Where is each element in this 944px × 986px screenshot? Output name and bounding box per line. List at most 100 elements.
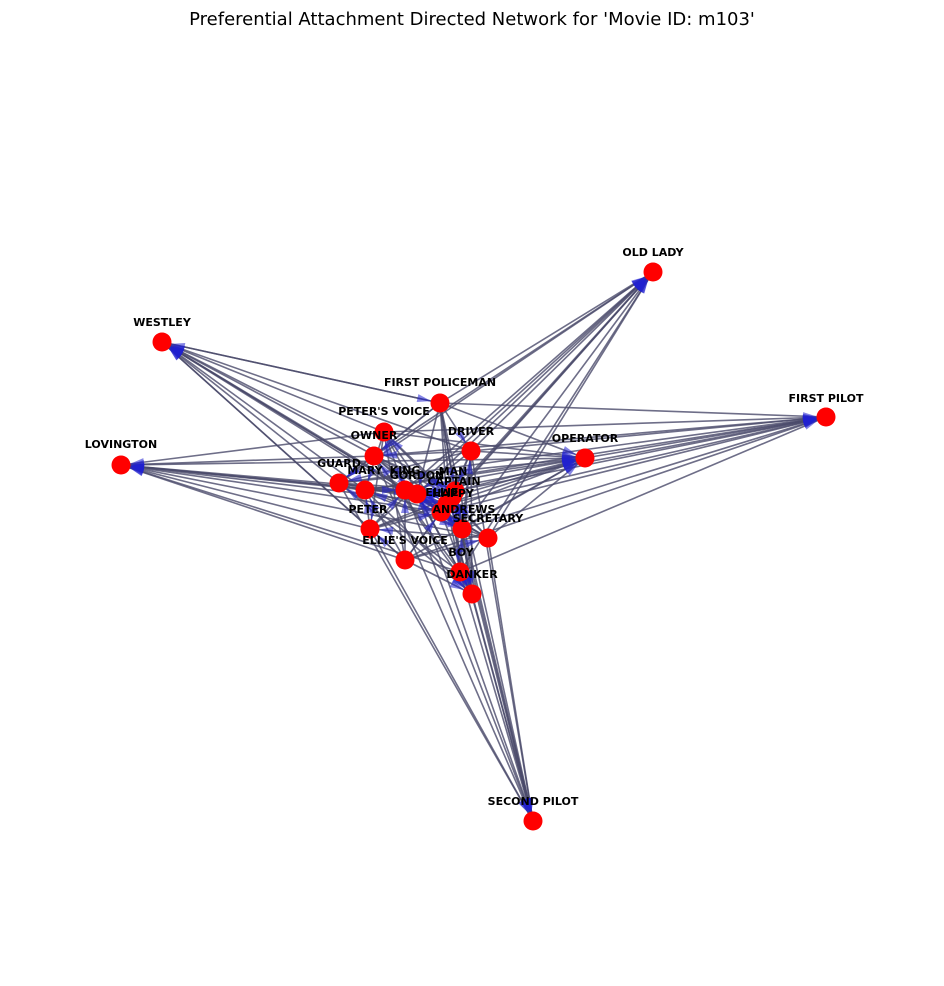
arrowhead-king <box>401 499 409 513</box>
node-secretary <box>478 528 498 548</box>
arrowhead-ellie <box>441 480 450 496</box>
node-ellie-s-voice <box>395 550 415 570</box>
arrowhead-king <box>382 486 396 494</box>
edge-mary-to-lovington <box>120 464 366 491</box>
arrowhead-westley <box>170 343 186 351</box>
edge-secretary-to-second-pilot <box>487 537 534 822</box>
node-label-guard: GUARD <box>317 457 361 470</box>
node-label-man: MAN <box>439 465 468 478</box>
arrowhead-old-lady <box>633 278 647 291</box>
node-peter-s-voice <box>374 422 394 442</box>
arrowhead-second-pilot <box>523 797 531 813</box>
arrowhead-andrews <box>460 505 469 521</box>
node-label-king: KING <box>390 464 421 477</box>
arrowhead-first-policeman <box>416 394 432 402</box>
arrowhead-andrews <box>454 505 462 521</box>
arrowhead-happy <box>424 519 436 533</box>
node-andrews <box>452 519 472 539</box>
edge-boy-to-old-lady <box>459 271 654 573</box>
edge-driver-to-westley <box>161 341 472 452</box>
arrowhead-ellie <box>425 488 440 500</box>
edge-boy-to-second-pilot <box>459 571 534 822</box>
nodes-layer <box>111 262 836 831</box>
arrowhead-peter <box>376 534 390 548</box>
node-lovington <box>111 455 131 475</box>
arrowhead-operator <box>564 463 579 476</box>
arrowhead-guard <box>347 473 363 482</box>
arrowhead-happy <box>417 501 433 510</box>
node-danker <box>462 584 482 604</box>
edge-captain-to-westley <box>161 341 453 498</box>
node-operator <box>575 448 595 468</box>
arrowhead-first-pilot <box>802 416 818 425</box>
edge-first-policeman-to-first-pilot <box>439 402 827 418</box>
arrowhead-driver <box>455 429 467 444</box>
edge-boy-to-owner <box>373 455 461 573</box>
edge-owner-to-old-lady <box>373 271 654 457</box>
arrowhead-lovington <box>129 458 145 467</box>
arrowhead-mary <box>367 466 376 482</box>
edge-peter-to-second-pilot <box>369 528 534 822</box>
arrowhead-gordon <box>418 470 427 486</box>
node-label-gordon: GORDON <box>390 469 445 482</box>
arrowhead-peter-s-voice <box>390 438 403 452</box>
node-old-lady <box>643 262 663 282</box>
edge-operator-to-first-pilot <box>584 416 827 459</box>
arrowhead-danker <box>449 580 464 590</box>
node-label-ellie: ELLIE <box>425 486 458 499</box>
edge-first-policeman-to-operator <box>439 402 586 459</box>
edge-peter-to-operator <box>369 457 586 530</box>
arrowhead-gordon <box>424 476 438 489</box>
edge-lovington-to-operator <box>120 457 586 466</box>
node-peter <box>360 519 380 539</box>
node-label-westley: WESTLEY <box>133 316 192 329</box>
node-label-ellie-s-voice: ELLIE'S VOICE <box>362 534 448 547</box>
node-label-mary: MARY <box>347 464 383 477</box>
arrowhead-lovington <box>129 467 145 477</box>
arrowhead-happy <box>417 513 433 522</box>
edge-mary-to-westley <box>161 341 366 491</box>
node-happy <box>431 502 451 522</box>
arrowhead-operator <box>561 454 577 463</box>
arrowhead-happy <box>424 490 436 505</box>
arrowhead-gordon <box>421 501 432 517</box>
node-gordon <box>407 484 427 504</box>
edge-boy-to-first-pilot <box>459 416 827 573</box>
node-label-first-policeman: FIRST POLICEMAN <box>384 376 496 389</box>
edge-gordon-to-first-pilot <box>416 416 827 495</box>
edge-driver-to-old-lady <box>470 271 654 452</box>
edge-owner-to-lovington <box>120 455 375 466</box>
node-label-captain: CAPTAIN <box>427 475 480 488</box>
arrowhead-old-lady <box>637 279 649 294</box>
node-mary <box>355 480 375 500</box>
arrowhead-guard <box>346 465 360 478</box>
node-driver <box>461 441 481 461</box>
arrowhead-man <box>447 467 456 483</box>
node-label-peter-s-voice: PETER'S VOICE <box>338 405 430 418</box>
arrowhead-man <box>431 485 447 494</box>
node-guard <box>329 473 349 493</box>
arrowhead-driver <box>464 459 473 475</box>
edge-danker-to-second-pilot <box>471 593 534 822</box>
node-second-pilot <box>523 811 543 831</box>
arrowhead-westley <box>168 348 182 361</box>
arrowhead-secretary <box>464 540 480 548</box>
arrowheads-layer <box>129 276 818 814</box>
node-westley <box>152 332 172 352</box>
arrowhead-peter <box>378 526 394 535</box>
node-first-policeman <box>430 393 450 413</box>
node-label-second-pilot: SECOND PILOT <box>488 795 579 808</box>
edge-ellie-to-first-pilot <box>446 416 827 505</box>
node-first-pilot <box>816 407 836 427</box>
node-label-old-lady: OLD LADY <box>622 246 684 259</box>
arrowhead-mary <box>373 493 388 503</box>
edge-secretary-to-lovington <box>120 464 489 539</box>
edge-first-policeman-to-second-pilot <box>439 402 534 822</box>
node-label-first-pilot: FIRST PILOT <box>789 392 864 405</box>
arrowhead-owner <box>382 450 398 459</box>
node-boy <box>450 562 470 582</box>
node-label-andrews: ANDREWS <box>433 503 496 516</box>
node-label-operator: OPERATOR <box>552 432 619 445</box>
node-label-happy: HAPPY <box>432 487 475 500</box>
